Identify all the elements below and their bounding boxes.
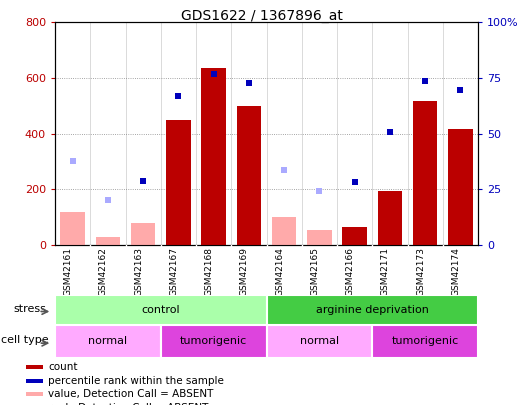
Text: normal: normal <box>300 337 339 347</box>
Text: GSM42167: GSM42167 <box>169 247 178 296</box>
Bar <box>307 230 332 245</box>
Bar <box>131 223 155 245</box>
Text: value, Detection Call = ABSENT: value, Detection Call = ABSENT <box>48 389 213 399</box>
Bar <box>272 217 297 245</box>
Bar <box>60 211 85 245</box>
Text: GSM42163: GSM42163 <box>134 247 143 296</box>
Text: GSM42173: GSM42173 <box>416 247 425 296</box>
Text: percentile rank within the sample: percentile rank within the sample <box>48 375 224 386</box>
Text: GSM42164: GSM42164 <box>275 247 284 296</box>
Bar <box>96 237 120 245</box>
Text: count: count <box>48 362 77 372</box>
Text: tumorigenic: tumorigenic <box>392 337 459 347</box>
Bar <box>378 191 402 245</box>
Text: GSM42165: GSM42165 <box>310 247 320 296</box>
Text: stress: stress <box>14 303 47 313</box>
Bar <box>26 392 43 396</box>
Bar <box>413 101 437 245</box>
Text: tumorigenic: tumorigenic <box>180 337 247 347</box>
Bar <box>55 325 161 358</box>
Bar <box>55 295 267 325</box>
Bar <box>201 68 226 245</box>
Bar <box>372 325 478 358</box>
Text: GDS1622 / 1367896_at: GDS1622 / 1367896_at <box>180 9 343 23</box>
Text: GSM42174: GSM42174 <box>451 247 460 296</box>
Text: GSM42169: GSM42169 <box>240 247 249 296</box>
Bar <box>166 119 191 245</box>
Text: GSM42162: GSM42162 <box>99 247 108 296</box>
Bar <box>26 365 43 369</box>
Bar <box>267 295 478 325</box>
Bar <box>236 106 261 245</box>
Text: GSM42161: GSM42161 <box>64 247 73 296</box>
Text: GSM42166: GSM42166 <box>346 247 355 296</box>
Text: arginine deprivation: arginine deprivation <box>316 305 429 315</box>
Bar <box>161 325 267 358</box>
Text: cell type: cell type <box>1 335 49 345</box>
Bar <box>26 379 43 382</box>
Bar <box>342 227 367 245</box>
Text: GSM42168: GSM42168 <box>204 247 213 296</box>
Text: control: control <box>141 305 180 315</box>
Text: GSM42171: GSM42171 <box>381 247 390 296</box>
Text: rank, Detection Call = ABSENT: rank, Detection Call = ABSENT <box>48 403 209 405</box>
Text: normal: normal <box>88 337 128 347</box>
Bar <box>448 129 473 245</box>
Bar <box>267 325 372 358</box>
